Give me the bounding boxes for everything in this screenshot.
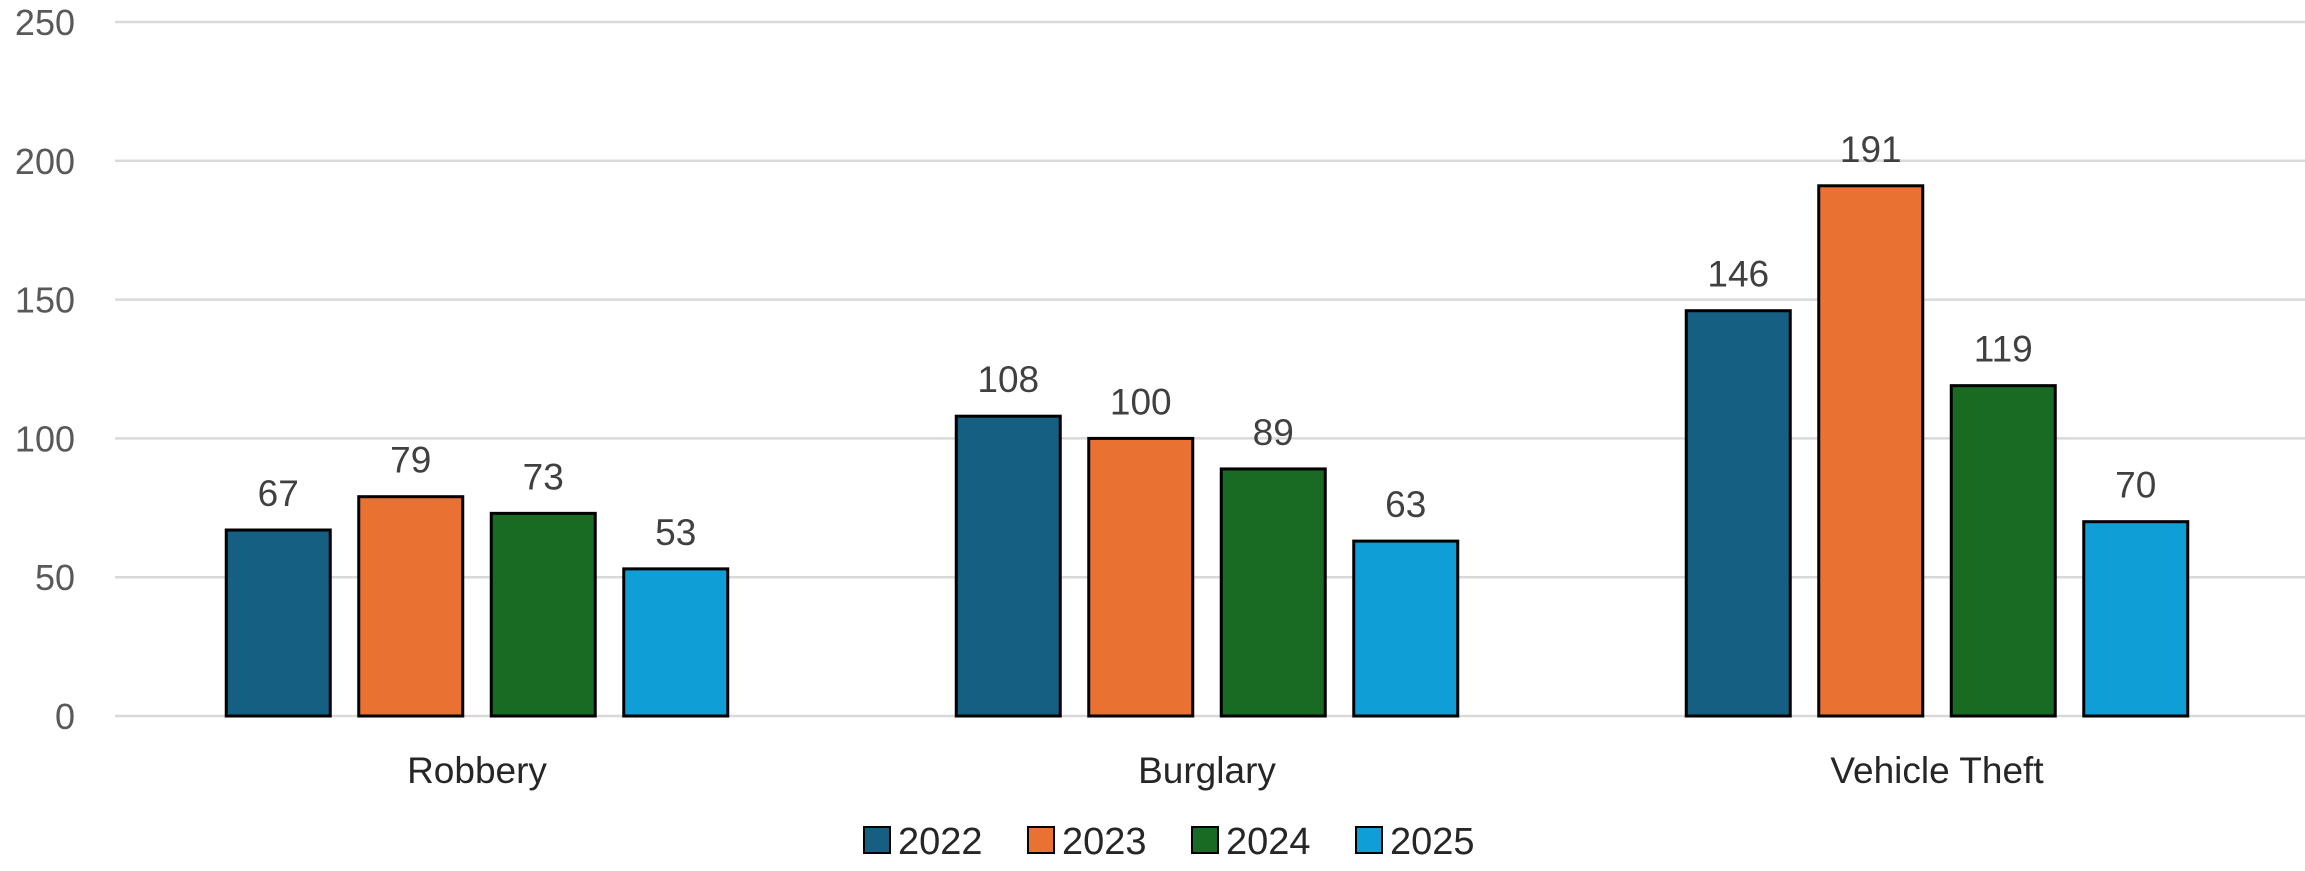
data-label: 100 bbox=[1110, 381, 1172, 422]
bars bbox=[224, 184, 2190, 718]
data-label: 63 bbox=[1385, 484, 1426, 525]
y-tick-label: 150 bbox=[15, 280, 75, 321]
legend-swatch bbox=[863, 826, 891, 854]
bar-2024-vehicle-theft bbox=[1949, 384, 2057, 718]
y-axis-tick-labels: 0 50 100 150 200 250 bbox=[15, 2, 75, 737]
legend-label: 2025 bbox=[1390, 821, 1475, 863]
bar-2024-robbery bbox=[489, 511, 597, 718]
category-label: Robbery bbox=[407, 750, 547, 791]
y-tick-label: 200 bbox=[15, 141, 75, 182]
data-label: 119 bbox=[1974, 329, 2033, 370]
legend: 2022 2023 2024 2025 bbox=[863, 821, 1475, 863]
bar-2023-vehicle-theft bbox=[1817, 184, 1925, 718]
bar-2024-burglary bbox=[1219, 467, 1327, 718]
category-labels: Robbery Burglary Vehicle Theft bbox=[407, 750, 2044, 791]
bar-2025-robbery bbox=[622, 567, 730, 718]
gridlines bbox=[115, 20, 2305, 718]
data-labels: 67 79 73 53 108 100 89 63 146 191 119 70 bbox=[258, 129, 2157, 553]
data-label: 146 bbox=[1707, 254, 1769, 295]
data-label: 79 bbox=[390, 440, 431, 481]
legend-swatch bbox=[1191, 826, 1219, 854]
y-tick-label: 50 bbox=[35, 557, 75, 598]
bar-2023-burglary bbox=[1087, 436, 1195, 718]
y-tick-label: 100 bbox=[15, 418, 75, 459]
legend-label: 2022 bbox=[898, 821, 983, 863]
bar-2022-burglary bbox=[954, 414, 1062, 718]
bar-2025-burglary bbox=[1352, 539, 1460, 718]
data-label: 53 bbox=[655, 512, 696, 553]
legend-swatch bbox=[1027, 826, 1055, 854]
bar-2022-vehicle-theft bbox=[1684, 309, 1792, 718]
data-label: 191 bbox=[1840, 129, 1902, 170]
data-label: 67 bbox=[258, 473, 299, 514]
bar-2023-robbery bbox=[357, 495, 465, 718]
y-tick-label: 0 bbox=[55, 696, 75, 737]
y-tick-label: 250 bbox=[15, 2, 75, 43]
legend-swatch bbox=[1355, 826, 1383, 854]
data-label: 73 bbox=[523, 456, 564, 497]
legend-label: 2023 bbox=[1062, 821, 1147, 863]
legend-label: 2024 bbox=[1226, 821, 1311, 863]
bar-2025-vehicle-theft bbox=[2082, 520, 2190, 718]
data-label: 89 bbox=[1253, 412, 1294, 453]
data-label: 70 bbox=[2115, 465, 2156, 506]
data-label: 108 bbox=[977, 359, 1039, 400]
bar-2022-robbery bbox=[224, 528, 332, 718]
category-label: Burglary bbox=[1138, 750, 1276, 791]
category-label: Vehicle Theft bbox=[1830, 750, 2044, 791]
